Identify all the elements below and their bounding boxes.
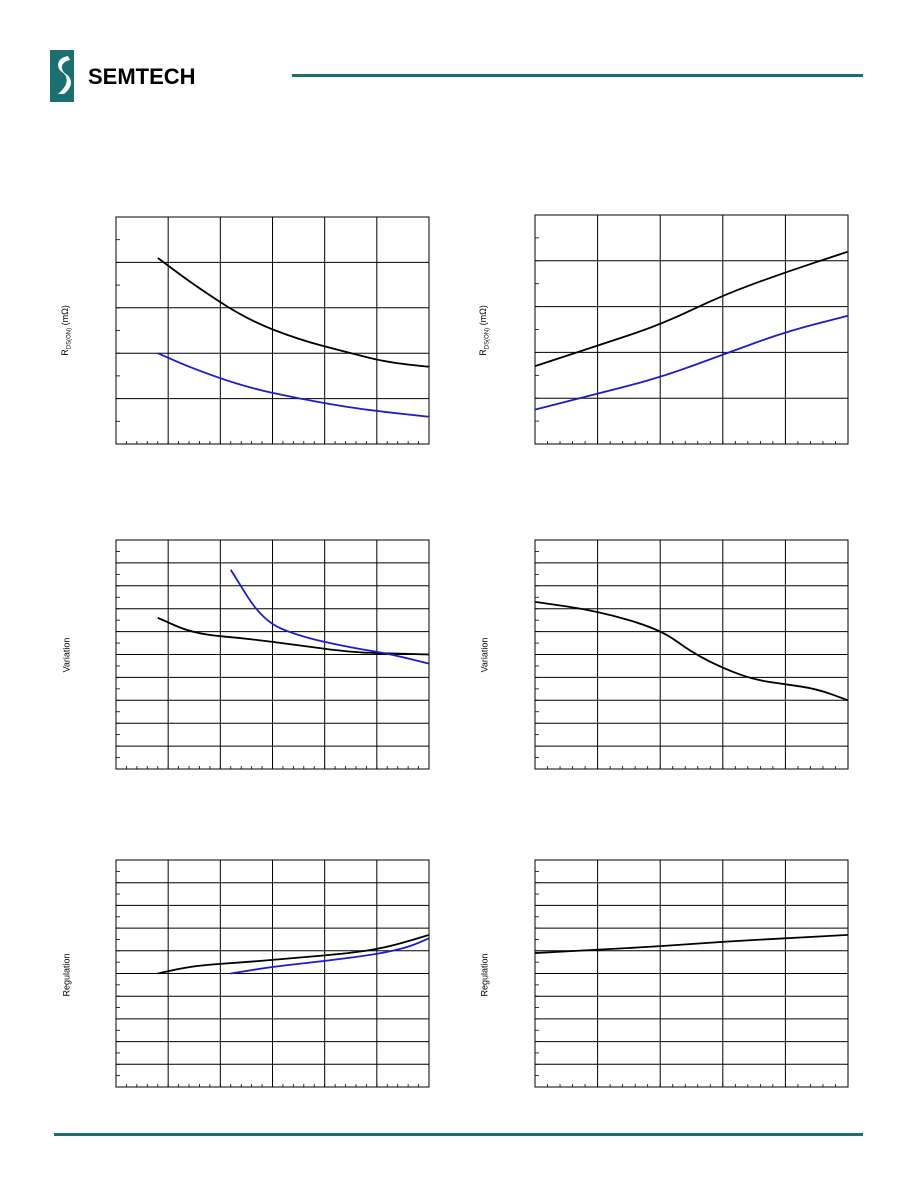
chart-4-series-0-line: [157, 934, 430, 975]
chart-0-ylabel: RDS(ON) (mΩ): [59, 305, 72, 356]
chart-1-ylabel-sub: DS(ON): [484, 327, 491, 349]
chart-5-series-0-line: [534, 934, 849, 954]
chart-5-ylabel-main: Regulation: [479, 953, 490, 997]
footer-rule: [54, 1133, 863, 1136]
chart-0-series-1-line: [157, 352, 430, 418]
chart-2-series-1-line: [230, 569, 430, 665]
chart-1-series-1-line: [534, 314, 849, 411]
chart-0-ylabel-main: R: [59, 348, 70, 356]
chart-1-ylabel: RDS(ON) (mΩ): [477, 305, 490, 356]
semtech-logo: SEMTECH: [50, 50, 196, 102]
header-rule: [292, 74, 863, 77]
chart-5-ylabel: Regulation: [479, 953, 489, 996]
chart-3-ylabel: Variation: [479, 638, 489, 673]
chart-1-ylabel-main: R: [477, 348, 488, 356]
chart-2-series-0-line: [157, 617, 430, 656]
chart-3-ylabel-main: Variation: [478, 637, 489, 673]
chart-2-ylabel: Variation: [61, 638, 71, 673]
chart-1-series-0-line: [534, 250, 849, 367]
chart-0-series-0-line: [157, 257, 430, 368]
chart-4-ylabel-main: Regulation: [61, 953, 72, 997]
chart-2-ylabel-main: Variation: [60, 637, 71, 673]
semtech-logo-s-shape: [58, 56, 71, 94]
chart-4-series-1-line: [230, 937, 430, 975]
chart-0-ylabel-sub: DS(ON): [66, 327, 73, 349]
chart-0-ylabel-unit: (mΩ): [59, 304, 70, 328]
semtech-logo-text: SEMTECH: [88, 64, 196, 89]
chart-1-frame: [534, 214, 849, 445]
chart-3-series-0-line: [534, 600, 849, 702]
chart-4-ylabel: Regulation: [61, 953, 71, 996]
chart-1-ylabel-unit: (mΩ): [477, 304, 488, 328]
